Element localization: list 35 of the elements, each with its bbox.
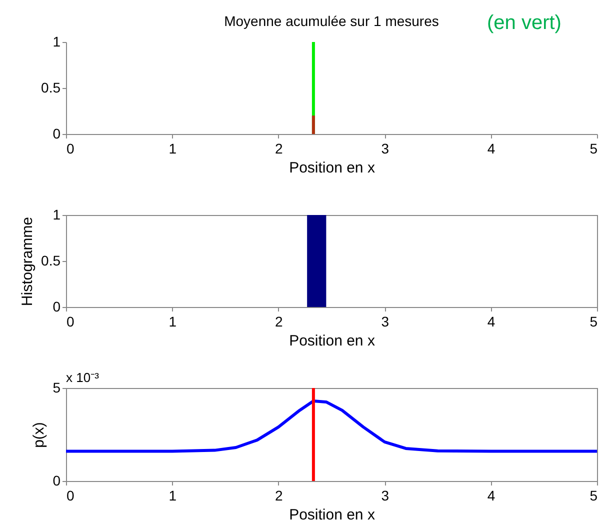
x-tick-label: 5 <box>590 140 598 156</box>
x-axis-title: Position en x <box>289 160 376 176</box>
x-tick-label: 5 <box>590 314 598 330</box>
line-series <box>66 400 597 453</box>
chart-title: Moyenne acumulée sur 1 mesures <box>224 13 439 29</box>
x-tick-label: 5 <box>590 488 598 504</box>
x-axis-title: Position en x <box>289 332 376 350</box>
x-tick-label: 0 <box>66 488 74 504</box>
y-tick-label: 0 <box>52 298 61 314</box>
x-tick-label: 1 <box>168 488 177 504</box>
y-tick-label: 0 <box>52 126 61 142</box>
x-tick-label: 4 <box>487 140 496 156</box>
x-tick-label: 1 <box>168 314 177 330</box>
y-tick-label: 0.5 <box>41 80 61 96</box>
y-tick-label: 0.5 <box>41 252 61 268</box>
x-tick-label: 1 <box>168 140 177 156</box>
x-tick-label: 3 <box>381 488 390 504</box>
x-tick-label: 4 <box>487 488 496 504</box>
x-tick-label: 4 <box>487 314 496 330</box>
y-tick-label: 1 <box>52 34 61 50</box>
text: (en vert) <box>487 12 562 34</box>
x-axis-title: Position en x <box>289 506 376 524</box>
x-tick-label: 0 <box>66 140 74 156</box>
y-tick-label: 5 <box>52 380 61 396</box>
x-tick-label: 3 <box>381 314 390 330</box>
y-axis-title: p(x) <box>30 422 48 448</box>
x-tick-label: 3 <box>381 140 390 156</box>
y-tick-label: 1 <box>52 206 61 222</box>
y-tick-label: 0 <box>52 472 61 488</box>
text: x 10⁻³ <box>66 370 100 385</box>
x-tick-label: 2 <box>275 314 283 330</box>
y-axis-title: Histogramme <box>19 216 36 306</box>
x-tick-label: 2 <box>275 140 283 156</box>
x-tick-label: 2 <box>275 488 283 504</box>
x-tick-label: 0 <box>66 314 74 330</box>
